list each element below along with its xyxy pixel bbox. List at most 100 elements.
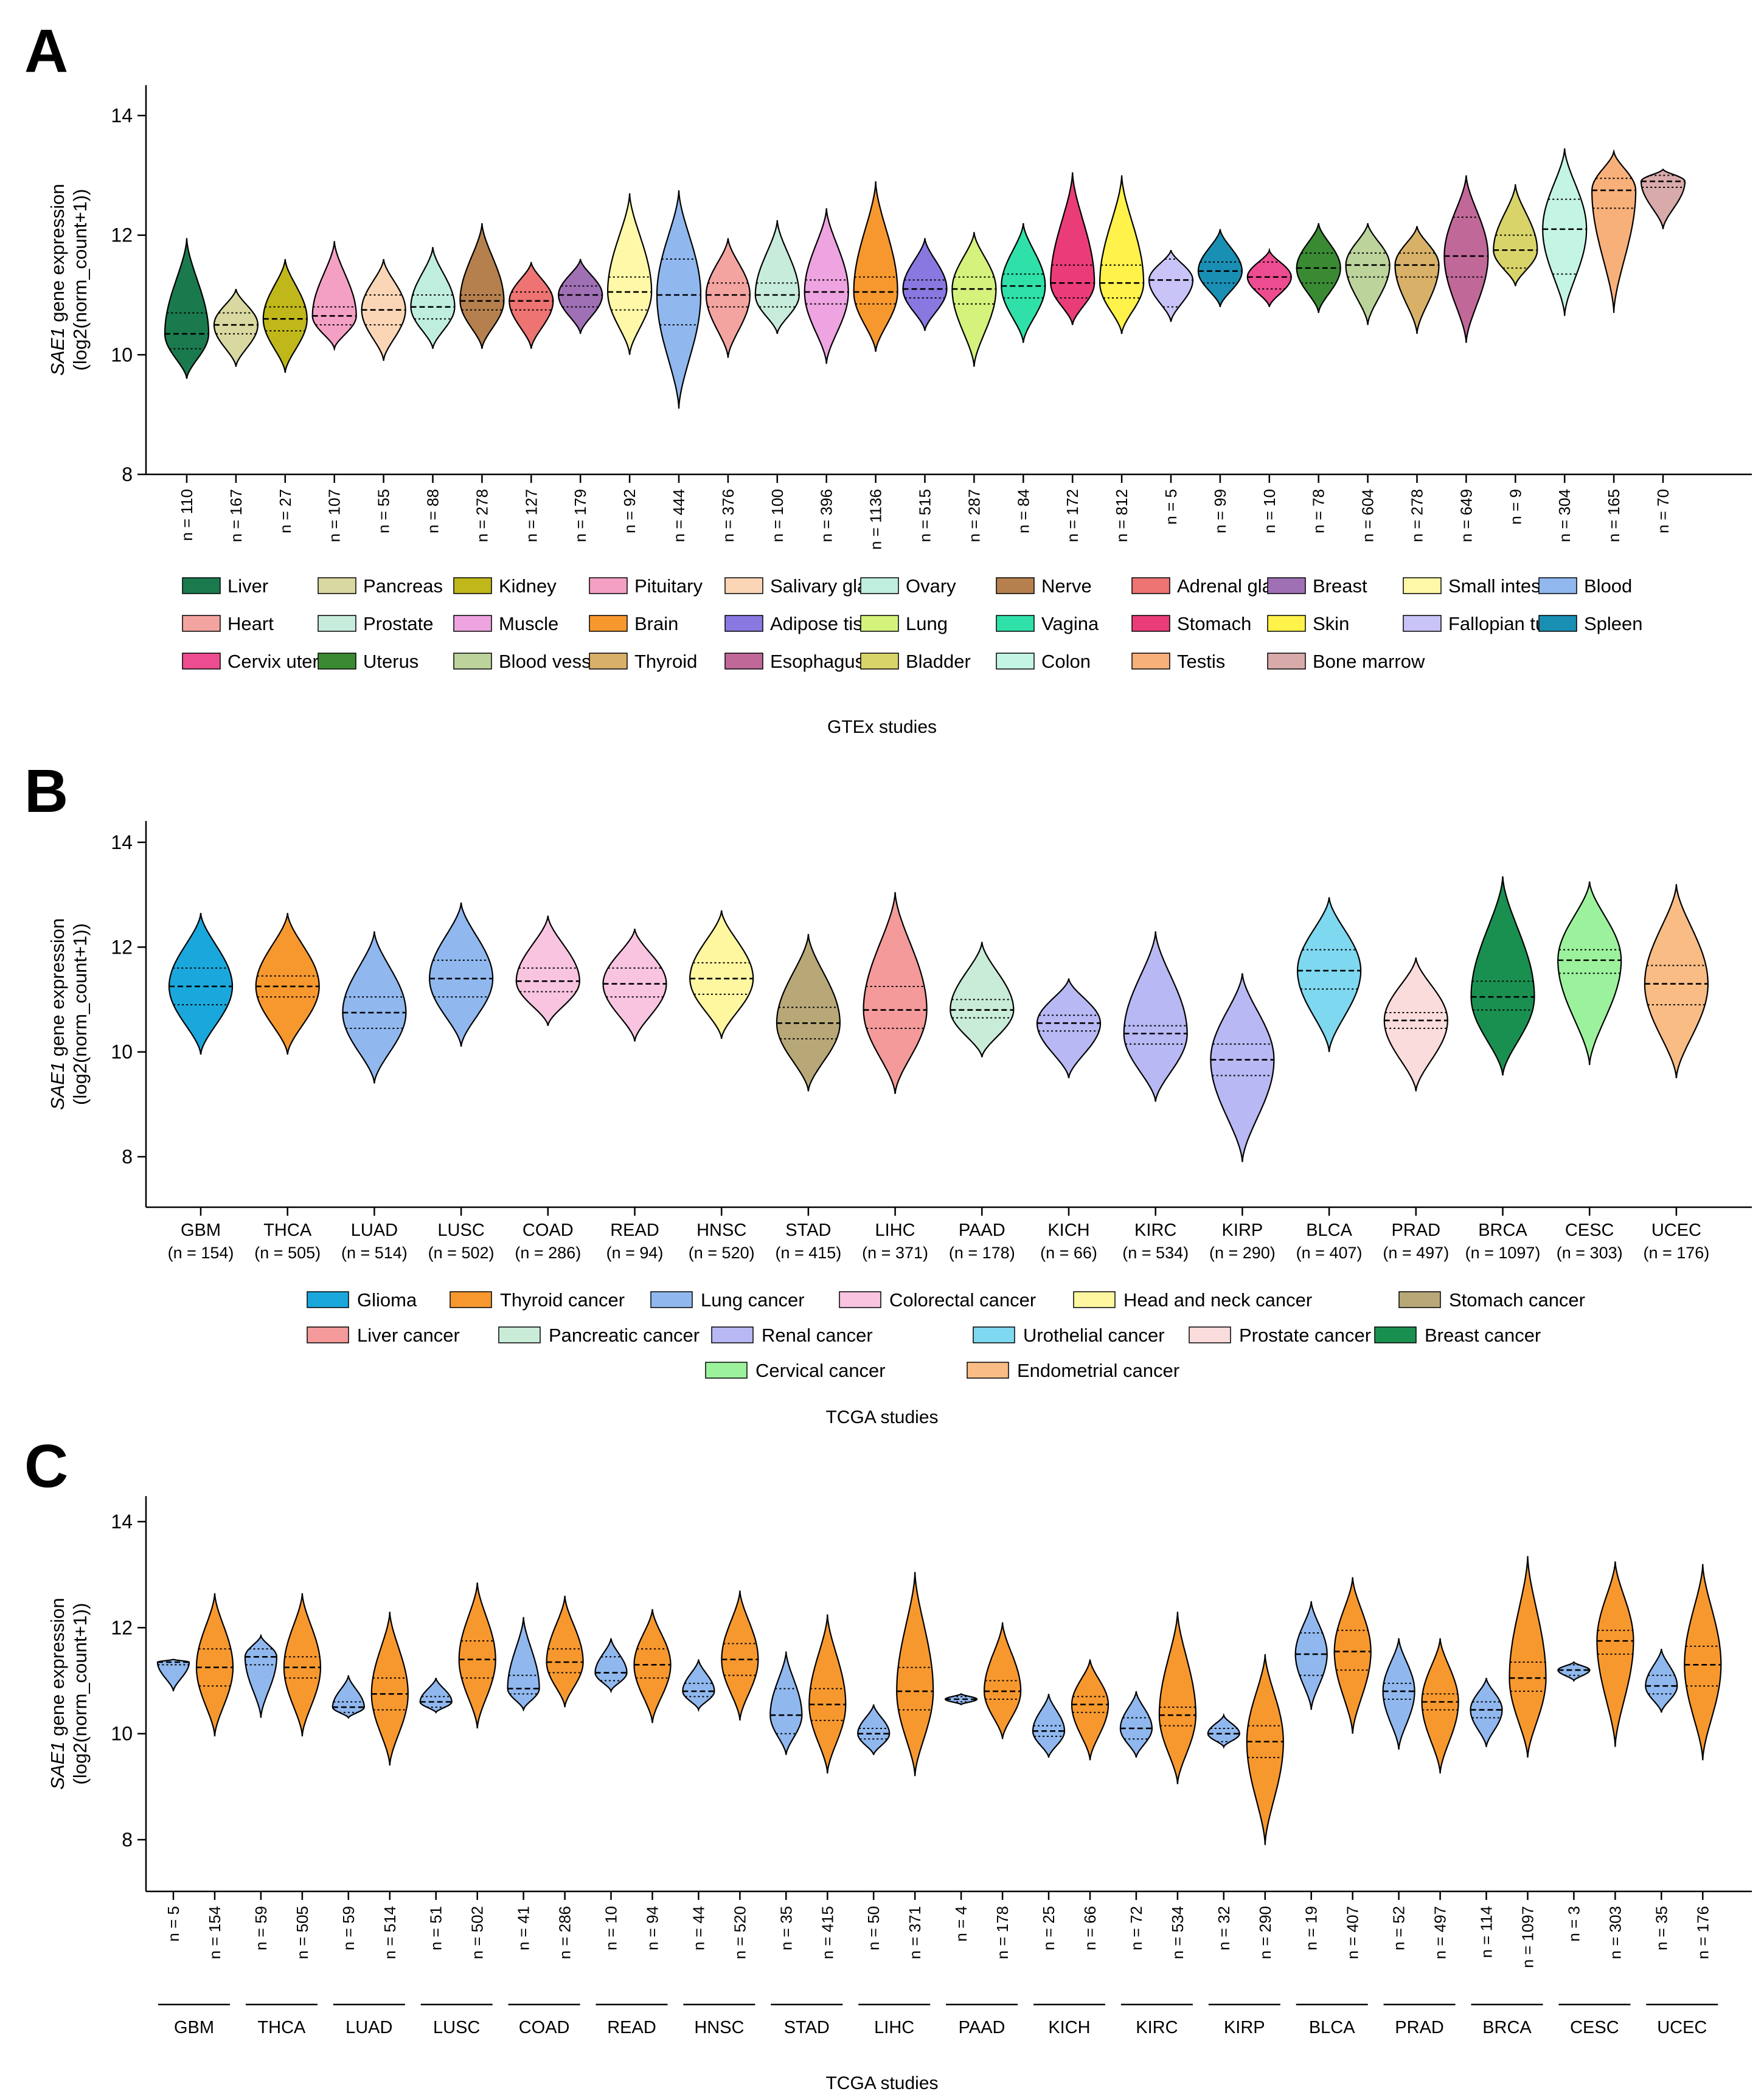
- violin-a-16: [951, 232, 997, 367]
- violin-c-n-12: [1207, 1713, 1240, 1749]
- y-tick-label-a-8: 8: [122, 463, 133, 485]
- group-label-c-15: BRCA: [1482, 2018, 1532, 2037]
- legend-swatch-a-22: [182, 653, 221, 670]
- violin-c-t-11: [1158, 1612, 1196, 1784]
- panel-a-chart: 8 10 12 14 SAE1 gene expression (log2(norm_co…: [47, 85, 1752, 672]
- legend-swatch-a-4: [724, 577, 763, 594]
- panel-c-chart: 8 10 12 14 SAE1 gene expression (log2(norm_co…: [47, 1496, 1752, 2037]
- y-axis-label-gene-c: SAE1: [47, 1741, 68, 1789]
- n-label-b-4: (n = 286): [515, 1244, 581, 1262]
- n-label-b-13: (n = 407): [1296, 1244, 1363, 1262]
- y-axis-label-line2-a: (log2(norm_count+1)): [69, 189, 91, 371]
- panel-c-xlabel: TCGA studies: [825, 2073, 938, 2093]
- violin-c-n-1: [244, 1634, 278, 1718]
- y-axis-label-gene-a: SAE1: [47, 327, 68, 375]
- code-label-b-2: LUAD: [351, 1221, 398, 1240]
- legend-label-b-2: Lung cancer: [701, 1289, 805, 1311]
- y-tick-label-a-14: 14: [111, 105, 133, 126]
- legend-swatch-a-14: [589, 615, 628, 632]
- violin-a-5: [410, 247, 456, 349]
- n-label-c-normal-10: n = 25: [1040, 1906, 1058, 1950]
- legend-swatch-a-1: [318, 577, 356, 594]
- n-label-b-7: (n = 415): [775, 1244, 841, 1262]
- violin-a-30: [1640, 168, 1686, 229]
- legend-label-a-18: Stomach: [1177, 613, 1251, 634]
- n-label-a-27: n = 9: [1506, 489, 1524, 525]
- y-tick-label-c-10: 10: [111, 1723, 133, 1745]
- violin-a-26: [1443, 175, 1489, 343]
- violin-b-15: [1470, 876, 1535, 1076]
- legend-label-a-0: Liver: [227, 575, 268, 597]
- group-label-c-4: COAD: [519, 2018, 570, 2037]
- legend-swatch-a-16: [860, 615, 899, 632]
- panel-b-chart: 8 10 12 14 SAE1 gene expression (log2(norm_co…: [47, 821, 1752, 1381]
- n-label-a-16: n = 287: [965, 489, 983, 542]
- code-label-b-5: READ: [610, 1221, 659, 1240]
- violin-c-n-5: [594, 1638, 628, 1694]
- violin-c-t-6: [721, 1590, 759, 1721]
- legend-label-a-8: Breast: [1313, 575, 1367, 597]
- legend-label-a-14: Brain: [634, 613, 678, 634]
- legend-swatch-b-12: [705, 1362, 748, 1379]
- n-label-c-normal-12: n = 32: [1215, 1906, 1233, 1950]
- violin-a-0: [164, 238, 210, 379]
- legend-swatch-b-1: [450, 1291, 492, 1308]
- violin-c-t-13: [1333, 1577, 1372, 1734]
- n-label-b-17: (n = 176): [1643, 1244, 1709, 1262]
- n-label-a-8: n = 179: [571, 489, 589, 542]
- n-label-c-normal-6: n = 44: [689, 1906, 707, 1950]
- violin-c-t-10: [1071, 1659, 1109, 1761]
- legend-swatch-a-27: [860, 653, 899, 670]
- violin-b-7: [776, 934, 841, 1092]
- legend-swatch-a-12: [318, 615, 356, 632]
- n-label-c-tumor-13: n = 407: [1344, 1906, 1362, 1959]
- legend-swatch-a-21: [1538, 615, 1577, 632]
- legend-label-a-26: Esophagus: [770, 651, 864, 672]
- y-axis-label-b: SAE1 gene expression: [47, 918, 68, 1110]
- n-label-c-normal-8: n = 50: [864, 1906, 883, 1950]
- legend-label-a-23: Uterus: [363, 651, 418, 672]
- panel-letter-a: A: [24, 17, 68, 85]
- group-label-c-7: STAD: [784, 2018, 830, 2037]
- legend-label-a-10: Blood: [1584, 575, 1632, 597]
- n-label-b-14: (n = 497): [1383, 1244, 1449, 1262]
- legend-label-a-30: Bone marrow: [1313, 651, 1425, 672]
- n-label-a-3: n = 107: [325, 489, 344, 542]
- violin-c-t-3: [458, 1582, 496, 1728]
- code-label-b-7: STAD: [785, 1221, 831, 1240]
- n-label-a-18: n = 172: [1063, 489, 1082, 542]
- violin-c-n-10: [1032, 1694, 1066, 1758]
- n-label-a-2: n = 27: [276, 489, 294, 533]
- violin-c-t-14: [1421, 1638, 1459, 1774]
- n-label-c-tumor-17: n = 176: [1693, 1906, 1712, 1959]
- violin-c-n-7: [769, 1651, 803, 1755]
- code-label-b-8: LIHC: [875, 1221, 915, 1240]
- violin-b-17: [1644, 884, 1709, 1078]
- n-label-a-26: n = 649: [1457, 489, 1475, 542]
- legend-label-a-3: Pituitary: [634, 575, 703, 597]
- n-label-a-13: n = 396: [818, 489, 836, 542]
- n-label-b-5: (n = 94): [606, 1244, 664, 1262]
- violin-c-n-3: [419, 1677, 453, 1714]
- violin-c-n-14: [1382, 1638, 1415, 1750]
- legend-swatch-a-2: [453, 577, 492, 594]
- legend-swatch-a-8: [1267, 577, 1306, 594]
- violin-b-6: [689, 910, 754, 1039]
- violin-c-t-2: [370, 1612, 409, 1766]
- violin-a-9: [606, 193, 653, 355]
- n-label-c-tumor-11: n = 534: [1168, 1906, 1187, 1959]
- n-label-c-tumor-9: n = 178: [993, 1906, 1012, 1959]
- n-label-c-tumor-8: n = 371: [906, 1906, 924, 1959]
- legend-label-a-12: Prostate: [363, 613, 433, 634]
- panel-a-xlabel: GTEx studies: [827, 717, 937, 737]
- n-label-b-1: (n = 505): [254, 1244, 321, 1262]
- n-label-a-21: n = 99: [1211, 489, 1229, 533]
- y-axis-label-line2-b: (log2(norm_count+1)): [69, 923, 91, 1105]
- n-label-b-12: (n = 290): [1209, 1244, 1276, 1262]
- n-label-c-tumor-0: n = 154: [206, 1906, 224, 1959]
- y-tick-label-a-12: 12: [111, 224, 133, 246]
- code-label-b-17: UCEC: [1651, 1221, 1701, 1240]
- n-label-b-11: (n = 534): [1122, 1244, 1189, 1262]
- violin-c-t-15: [1509, 1556, 1547, 1758]
